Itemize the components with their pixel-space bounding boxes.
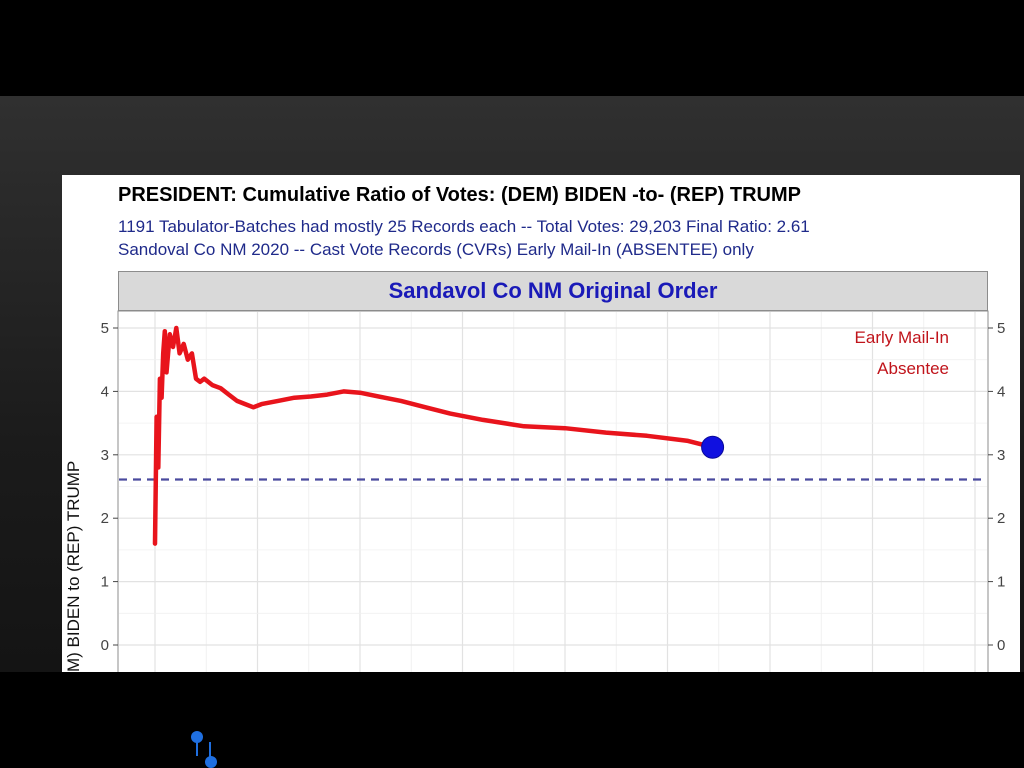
chart-title: PRESIDENT: Cumulative Ratio of Votes: (D… [118,184,801,206]
y-tick-label-right: 1 [997,574,1005,591]
legend-layer: Early Mail-In Absentee [855,328,949,378]
plot-area [117,310,989,672]
facet-strip: Sandavol Co NM Original Order [118,271,988,311]
legend-text-line: Absentee [877,359,949,378]
y-axis-label: M) BIDEN to (REP) TRUMP [64,460,83,672]
y-tick-label-right: 4 [997,383,1005,400]
y-tick-label-left: 3 [101,447,109,464]
y-tick-label-right: 5 [997,320,1005,337]
y-tick-label-left: 0 [101,637,109,654]
y-tick-label-left: 4 [101,383,109,400]
series-layer [152,325,725,546]
y-tick-label-left: 2 [101,510,109,527]
y-tick-label-right: 0 [997,637,1005,654]
chart-panel: PRESIDENT: Cumulative Ratio of Votes: (D… [62,175,1020,672]
end-point-marker [701,435,725,459]
grid-layer [117,310,989,672]
series-line [152,325,715,546]
y-tick-label-left: 1 [101,574,109,591]
y-tick-label-right: 3 [997,447,1005,464]
y-tick-label-right: 2 [997,510,1005,527]
axis-layer: 0 0 1 1 2 2 3 3 4 4 5 5 [101,320,1006,654]
y-tick-label-left: 5 [101,320,109,337]
legend-text-line: Early Mail-In [855,328,949,347]
chart-subtitle-line-1: 1191 Tabulator-Batches had mostly 25 Rec… [118,217,810,236]
chart-subtitle-line-2: Sandoval Co NM 2020 -- Cast Vote Records… [118,240,754,259]
line-plot: 0 0 1 1 2 2 3 3 4 4 5 5 Early Mail-In Absentee [101,310,1006,672]
facet-strip-label: Sandavol Co NM Original Order [388,278,718,303]
pointer-cursor-icon [191,731,217,768]
